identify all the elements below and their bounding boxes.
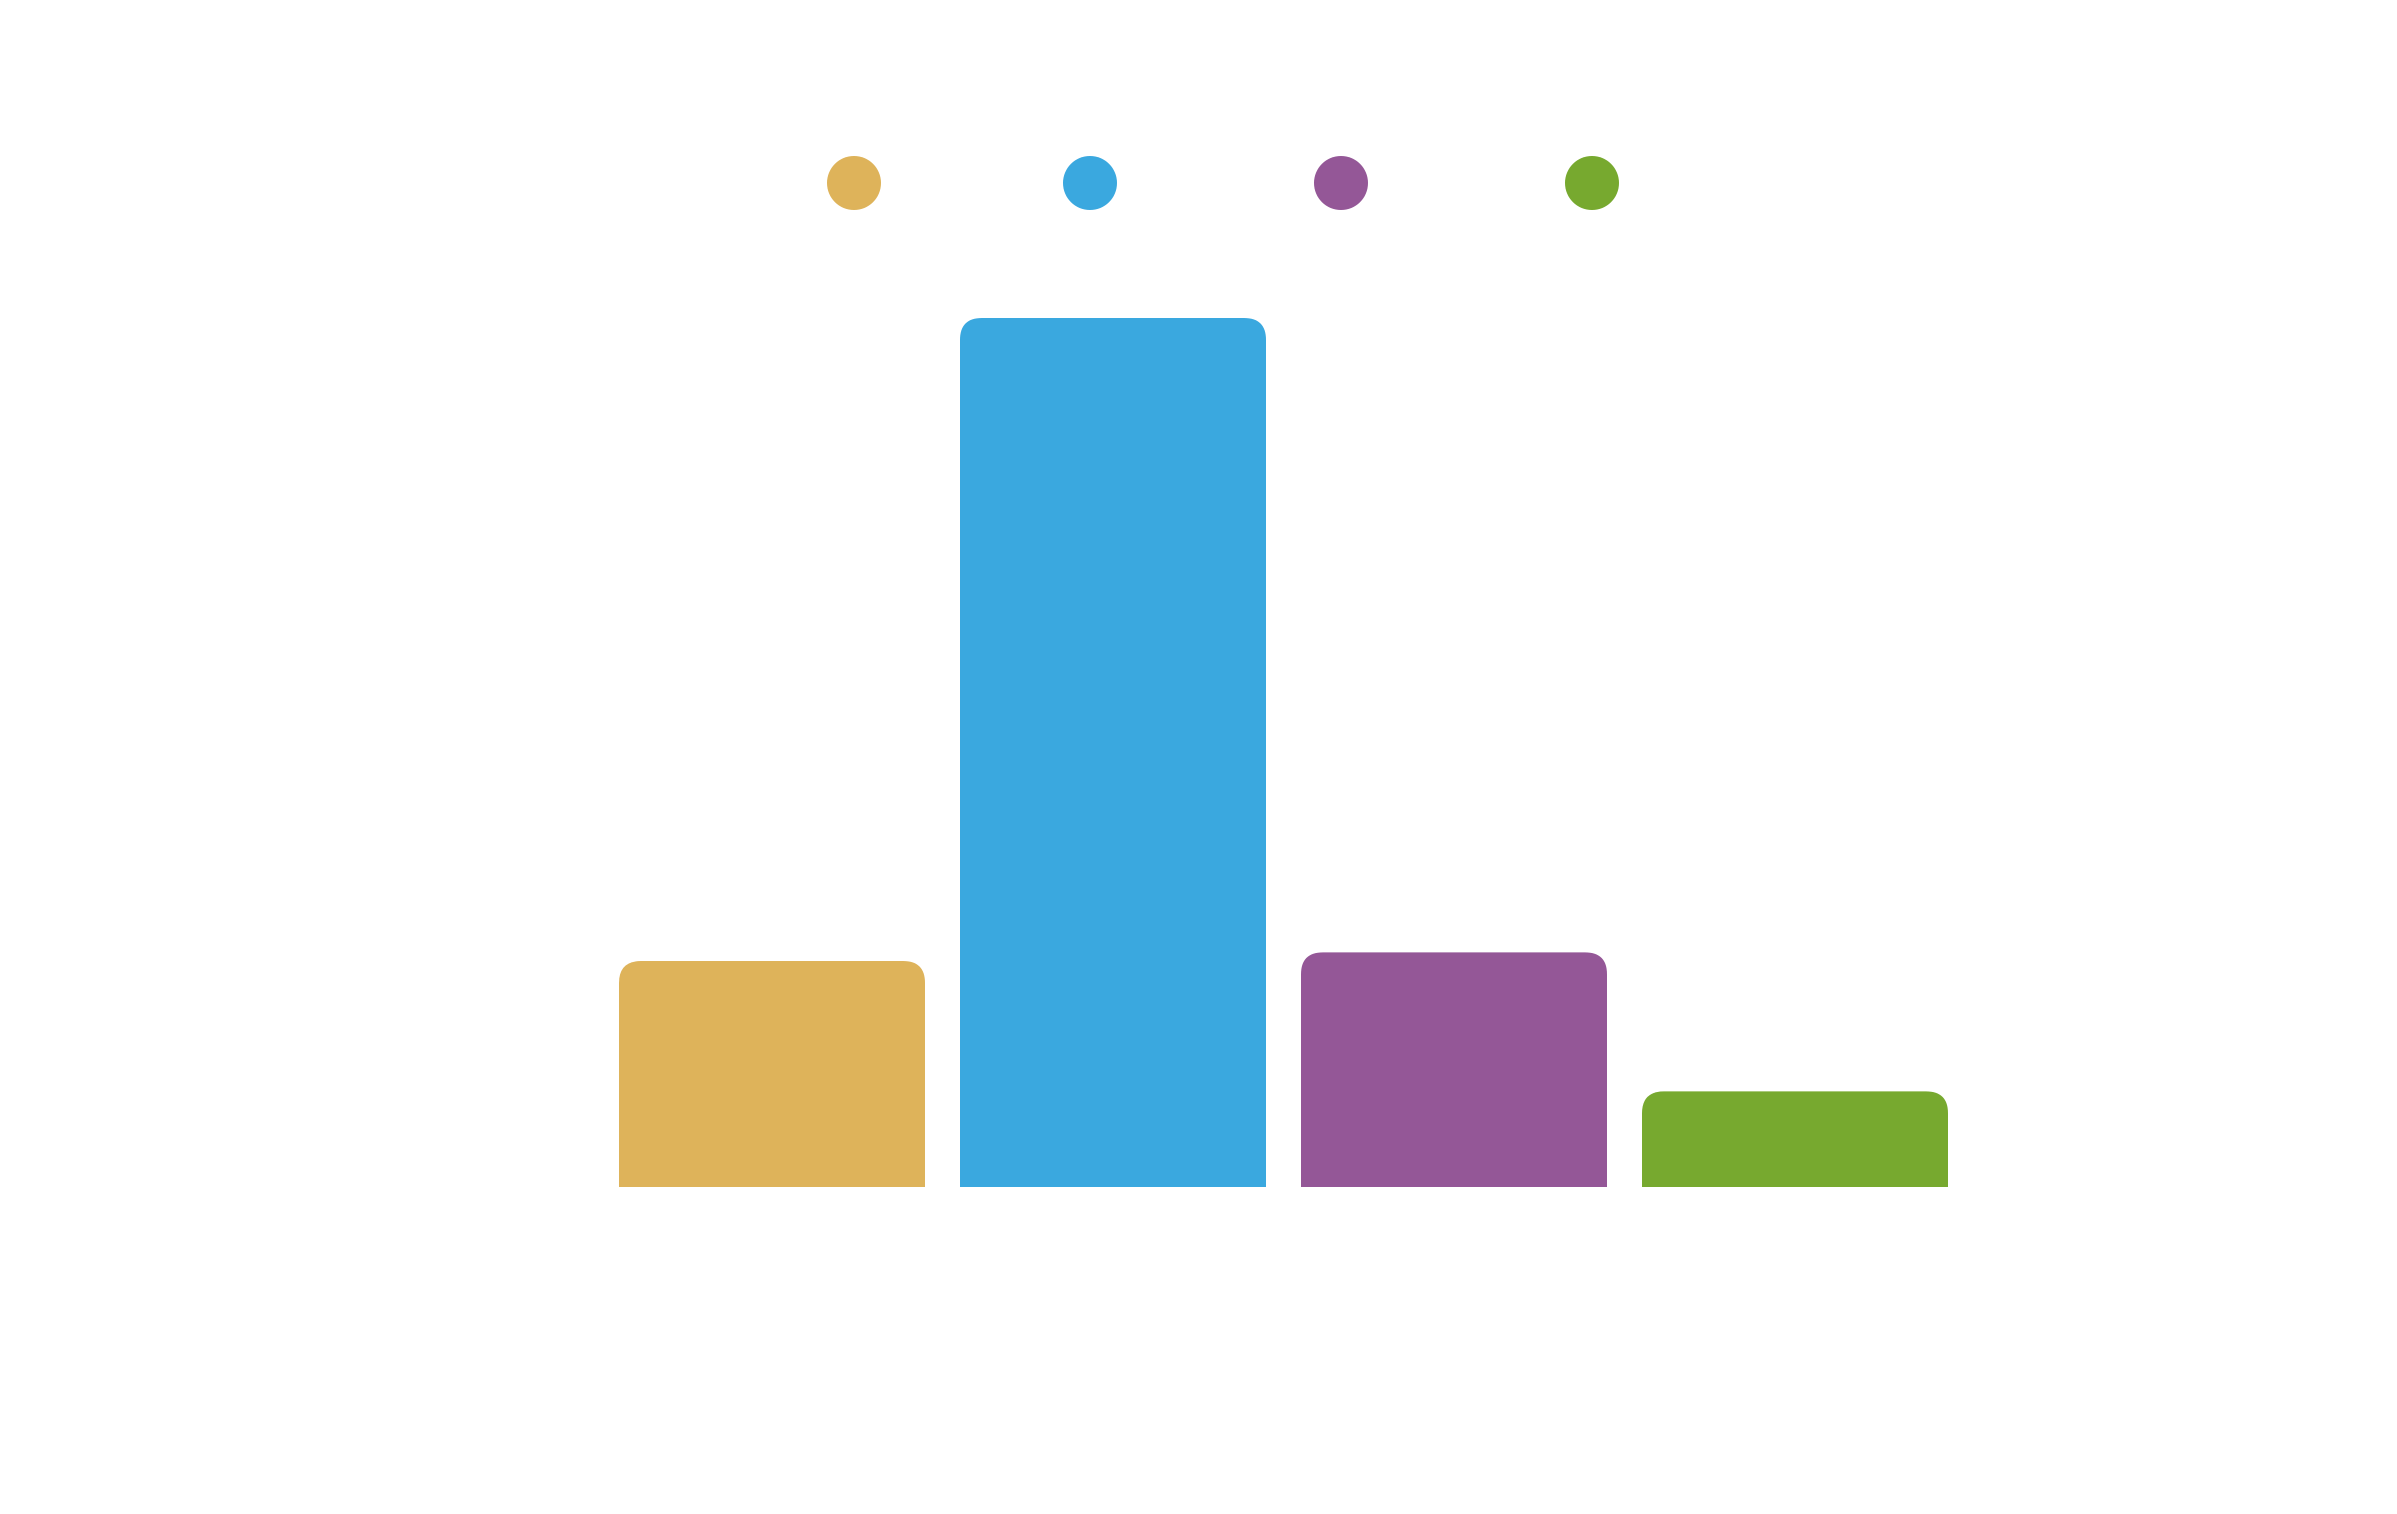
legend-marker-4	[1565, 156, 1619, 210]
bars	[619, 318, 1948, 1187]
legend-marker-2	[1063, 156, 1117, 210]
legend	[827, 156, 1619, 210]
bar-4	[1642, 1091, 1948, 1187]
bar-1	[619, 961, 925, 1187]
bar-2	[960, 318, 1266, 1187]
legend-marker-1	[827, 156, 881, 210]
legend-marker-3	[1314, 156, 1368, 210]
bar-3	[1301, 952, 1607, 1187]
